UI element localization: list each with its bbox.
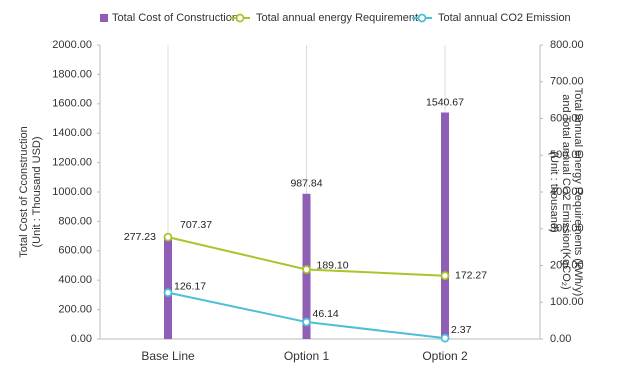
y-tick-label: 1000.00 bbox=[52, 186, 92, 198]
marker bbox=[440, 333, 450, 343]
y-tick-label: 1600.00 bbox=[52, 98, 92, 110]
y-tick-label: 1200.00 bbox=[52, 157, 92, 169]
y2-tick-label: 700.00 bbox=[550, 76, 584, 88]
legend-swatch bbox=[235, 13, 245, 23]
marker bbox=[302, 317, 311, 327]
marker bbox=[440, 271, 450, 281]
data-label: 2.37 bbox=[451, 324, 472, 336]
y2-axis-title: Total annual energy Requirements (kWh/y)… bbox=[548, 88, 584, 296]
y-tick-label: 1800.00 bbox=[52, 68, 92, 80]
data-label: 172.27 bbox=[455, 269, 487, 281]
x-tick-label: Option 2 bbox=[422, 349, 468, 363]
y-axis-title-line: (Unit : Thousand USD) bbox=[31, 136, 43, 247]
y2-tick-label: 800.00 bbox=[550, 39, 584, 51]
y-tick-label: 0.00 bbox=[71, 333, 92, 345]
y2-tick-label: 500.00 bbox=[550, 149, 584, 161]
data-label: 1540.67 bbox=[426, 96, 464, 108]
bar bbox=[441, 112, 449, 339]
y2-axis-title-line: Total annual energy Requirements (kWh/y) bbox=[572, 88, 584, 296]
y-axis-title: Total Cost of Cconstruction(Unit : Thous… bbox=[18, 126, 43, 257]
y2-tick-label: 400.00 bbox=[550, 186, 584, 198]
legend-label: Total Cost of Construction bbox=[112, 12, 238, 24]
y2-axis-title-line: and Total annual CO2 Emission(KgCO₂) bbox=[560, 94, 572, 289]
x-tick-label: Base Line bbox=[141, 349, 195, 363]
y2-tick-label: 600.00 bbox=[550, 112, 584, 124]
marker bbox=[163, 288, 173, 298]
data-label: 707.37 bbox=[180, 219, 212, 231]
y-tick-label: 2000.00 bbox=[52, 39, 92, 51]
data-label: 46.14 bbox=[313, 308, 339, 320]
y2-tick-label: 100.00 bbox=[550, 296, 584, 308]
legend-swatch bbox=[100, 14, 108, 22]
y2-axis-title-line: (Unit : thousand) bbox=[548, 151, 560, 232]
legend-swatch bbox=[417, 13, 427, 23]
y-tick-label: 1400.00 bbox=[52, 127, 92, 139]
data-label: 126.17 bbox=[174, 280, 206, 292]
y2-tick-label: 300.00 bbox=[550, 223, 584, 235]
legend-label: Total annual CO2 Emission bbox=[438, 12, 571, 24]
y-tick-label: 400.00 bbox=[58, 274, 92, 286]
y-tick-label: 600.00 bbox=[58, 245, 92, 257]
bar bbox=[164, 235, 172, 339]
marker bbox=[302, 265, 311, 274]
y2-tick-label: 0.00 bbox=[550, 333, 571, 345]
y2-tick-label: 200.00 bbox=[550, 259, 584, 271]
data-label: 189.10 bbox=[317, 259, 349, 271]
legend-label: Total annual energy Requirements bbox=[256, 12, 424, 24]
y-tick-label: 200.00 bbox=[58, 304, 92, 316]
x-tick-label: Option 1 bbox=[284, 349, 330, 363]
data-label: 277.23 bbox=[124, 231, 156, 243]
data-label: 987.84 bbox=[290, 178, 322, 190]
y-tick-label: 800.00 bbox=[58, 215, 92, 227]
y-axis-title-line: Total Cost of Cconstruction bbox=[18, 126, 30, 257]
marker bbox=[163, 232, 173, 242]
